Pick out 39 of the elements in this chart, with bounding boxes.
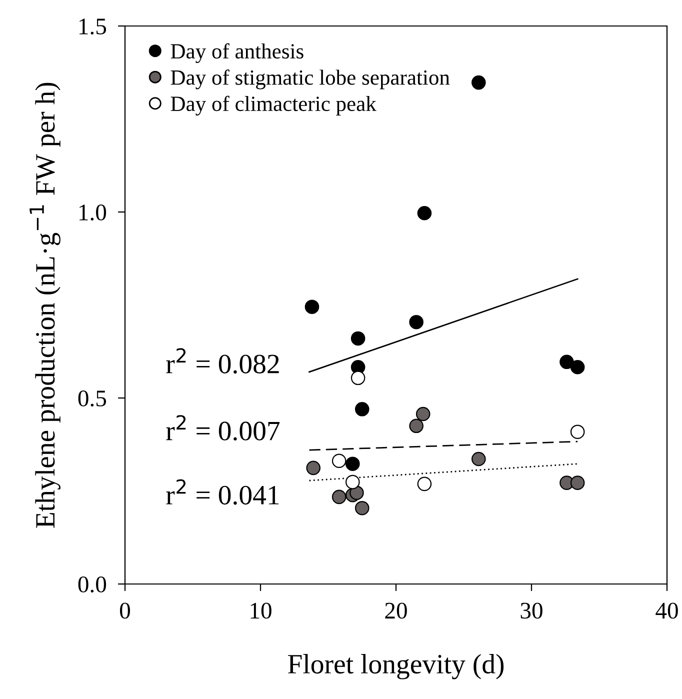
- y-axis-title: Ethylene production (nL·g$^{−1}$ FW per h): [30, 82, 60, 528]
- point: [306, 460, 320, 476]
- legend-label: Day of stigmatic lobe separation: [170, 69, 450, 90]
- point: [409, 418, 424, 434]
- point: [350, 370, 366, 386]
- y-tick-label: 0.5: [78, 390, 106, 407]
- point: [345, 456, 360, 471]
- point: [417, 206, 432, 220]
- y-tick-label: 1.0: [80, 204, 106, 221]
- point: [560, 354, 574, 370]
- y-tick-label: 1.5: [80, 18, 106, 35]
- x-tick-label: 30: [520, 602, 542, 619]
- point: [570, 360, 585, 374]
- point: [416, 406, 430, 422]
- point: [345, 474, 360, 490]
- point: [354, 402, 370, 416]
- point: [570, 424, 585, 439]
- x-tick-label: 0: [120, 602, 130, 619]
- point: [350, 331, 366, 346]
- point: [570, 476, 585, 490]
- point: [332, 490, 346, 504]
- point: [472, 452, 486, 466]
- point: [304, 300, 320, 314]
- x-axis-title: Floret longevity (d): [288, 654, 504, 680]
- point: [350, 486, 364, 500]
- x-tick-label: 20: [385, 602, 407, 619]
- annotation: r$^{2}$ = 0.082: [166, 348, 279, 374]
- x-tick-label: 10: [250, 602, 272, 619]
- y-tick-label: 0.0: [78, 576, 106, 593]
- x-tick-label: 40: [656, 602, 678, 619]
- point: [409, 314, 424, 330]
- point: [354, 500, 370, 516]
- annotation: r$^{2}$ = 0.007: [166, 415, 280, 441]
- point: [417, 476, 432, 492]
- legend-label: Day of anthesis: [170, 43, 304, 64]
- legend-label: Day of climacteric peak: [170, 96, 376, 116]
- annotation: r$^{2}$ = 0.041: [166, 479, 279, 505]
- point: [332, 454, 346, 468]
- point: [472, 75, 486, 90]
